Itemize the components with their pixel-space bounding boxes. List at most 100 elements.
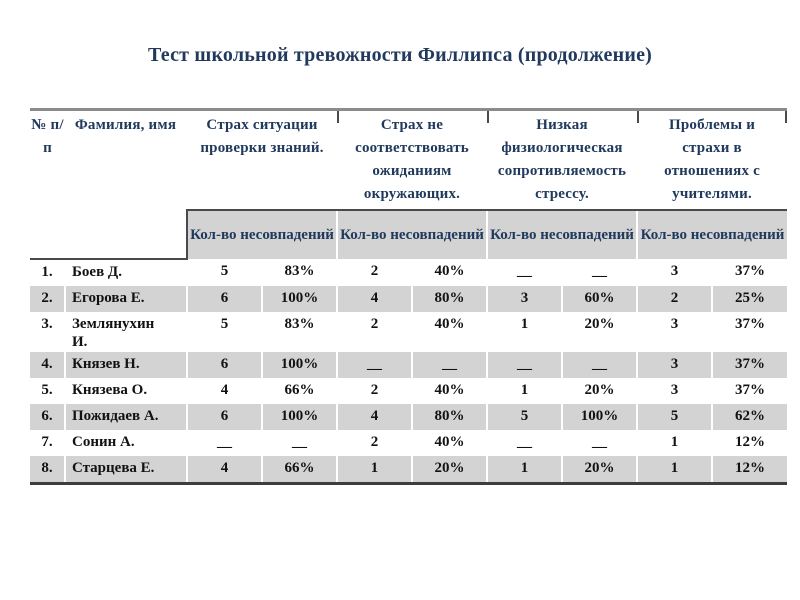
col-header-group-3: Низкая физиологическая сопротивляемость … [497,117,627,202]
cell-value: 5 [486,404,563,430]
cell-value: 20% [410,456,488,484]
table-row: 6. Пожидаев А. 6 100% 4 80% 5 100% 5 62% [30,404,788,430]
cell-value: 62% [711,404,788,430]
student-name: Боев Д. [64,259,187,286]
cell-value: 40% [410,259,488,286]
table-row: 2. Егорова Е. 6 100% 4 80% 3 60% 2 25% [30,286,788,312]
cell-value: 37% [711,312,788,352]
column-divider-stub [637,111,639,123]
row-num: 4. [30,352,65,378]
row-num: 5. [41,382,53,398]
cell-value: 100% [261,404,337,430]
cell-value: 3 [486,286,563,312]
cell-value: 6 [186,404,262,430]
cell-value: __ [186,430,262,456]
row-num: 2. [30,286,65,312]
cell-value: 4 [186,456,262,484]
cell-value: 3 [636,259,713,286]
cell-value: __ [561,259,638,286]
cell-value: 3 [636,352,713,378]
table-row: 8. Старцева Е. 4 66% 1 20% 1 20% 1 12% [30,456,788,484]
header-row: № п/п Фамилия, имя Страх ситуации провер… [30,109,787,260]
cell-value: 1 [336,456,412,484]
col-header-name: Фамилия, имя [65,109,187,260]
cell-value: 6 [186,352,262,378]
table-row: 3. Землянухин И. 5 83% 2 40% 1 20% 3 37% [30,312,788,352]
cell-value: 66% [261,456,337,484]
cell-value: 100% [261,352,337,378]
student-name: Пожидаев А. [64,404,187,430]
cell-value: 2 [336,430,412,456]
cell-value: 1 [636,430,713,456]
cell-value: 25% [711,286,788,312]
cell-value: 100% [261,286,337,312]
cell-value: 40% [410,378,488,404]
cell-value: 20% [561,456,638,484]
cell-value: 1 [486,312,563,352]
cell-value: 4 [186,378,262,404]
subheader-group-4: Кол-во несовпадений [636,209,788,259]
row-num: 8. [30,456,65,484]
student-name: Егорова Е. [64,286,187,312]
cell-value: __ [261,430,337,456]
cell-value: 40% [410,430,488,456]
cell-value: 1 [486,378,563,404]
row-num: 1. [41,264,53,280]
subheader-group-1: Кол-во несовпадений [186,209,337,259]
cell-value: __ [410,352,488,378]
table-row: 1. Боев Д. 5 83% 2 40% __ __ 3 37% [30,259,788,286]
subheader-group-3: Кол-во несовпадений [486,209,638,259]
cell-value: 83% [261,312,337,352]
cell-value: 66% [261,378,337,404]
data-table: № п/п Фамилия, имя Страх ситуации провер… [30,108,788,485]
subheader-group-2: Кол-во несовпадений [335,209,488,259]
cell-value: 1 [486,456,563,484]
row-num: 6. [30,404,65,430]
cell-value: 2 [636,286,713,312]
row-num: 3. [41,316,53,332]
cell-value: 37% [711,259,788,286]
student-name: Землянухин И. [64,312,187,352]
col-header-group-1: Страх ситуации проверки знаний. [200,117,324,156]
cell-value: 80% [410,404,488,430]
col-header-group-2: Страх не соответствовать ожиданиям окруж… [355,117,469,202]
cell-value: 60% [561,286,638,312]
cell-value: 20% [561,378,638,404]
cell-value: 5 [636,404,713,430]
cell-value: 3 [636,312,713,352]
cell-value: __ [486,430,563,456]
cell-value: 83% [261,259,337,286]
cell-value: __ [336,352,412,378]
row-num: 7. [41,434,53,450]
cell-value: 37% [711,378,788,404]
student-name: Князев Н. [64,352,187,378]
cell-value: 40% [410,312,488,352]
cell-value: 20% [561,312,638,352]
cell-value: 2 [336,312,412,352]
cell-value: 37% [711,352,788,378]
col-header-num: № п/п [30,109,65,260]
cell-value: 100% [561,404,638,430]
cell-value: __ [486,259,563,286]
cell-value: 12% [711,430,788,456]
student-name: Сонин А. [64,430,187,456]
cell-value: __ [486,352,563,378]
cell-value: __ [561,430,638,456]
cell-value: 5 [186,312,262,352]
cell-value: 80% [410,286,488,312]
cell-value: 1 [636,456,713,484]
student-name: Старцева Е. [64,456,187,484]
cell-value: 3 [636,378,713,404]
column-divider-stub [337,111,339,123]
column-divider-stub [487,111,489,123]
subheader-row: Кол-во несовпадений Кол-во несовпадений … [30,209,788,259]
page-title: Тест школьной тревожности Филлипса (прод… [147,44,653,66]
cell-value: 2 [336,259,412,286]
cell-value: 4 [336,404,412,430]
anxiety-results-table: № п/п Фамилия, имя Страх ситуации провер… [30,108,788,485]
cell-value: 5 [186,259,262,286]
col-header-group-4: Проблемы и страхи в отношениях с учителя… [664,117,760,202]
cell-value: 12% [711,456,788,484]
cell-value: 6 [186,286,262,312]
